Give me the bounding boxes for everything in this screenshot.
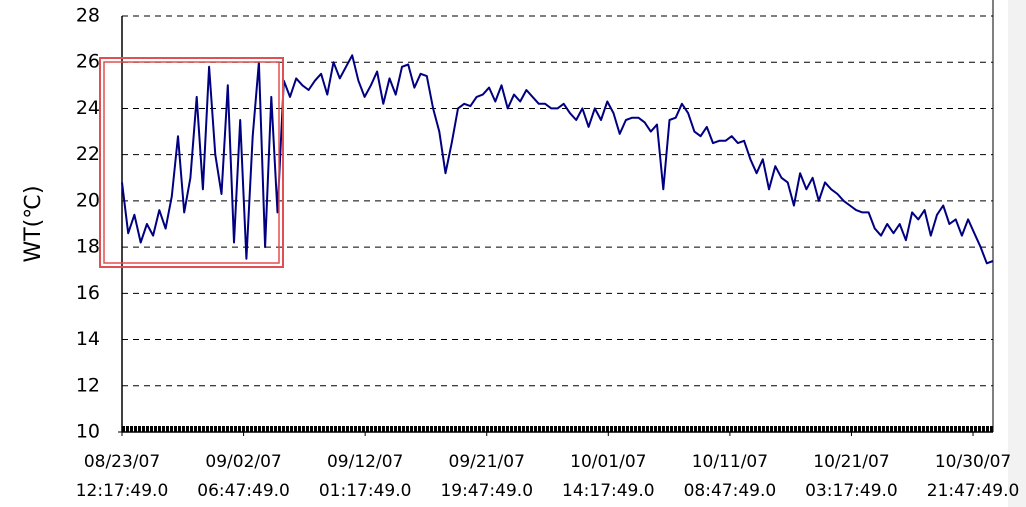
x-tick-label: 10/30/07 21:47:49.0	[927, 452, 1020, 501]
plot	[121, 15, 994, 387]
y-tick-label: 18	[76, 236, 100, 258]
x-tick-label: 09/21/07 19:47:49.0	[440, 452, 533, 501]
highlight-box	[99, 57, 284, 268]
y-tick-label: 26	[76, 51, 100, 73]
x-tick-label: 08/23/07 12:17:49.0	[76, 452, 169, 501]
x-tick-label: 10/21/07 03:17:49.0	[805, 452, 898, 501]
y-tick-label: 28	[76, 5, 100, 27]
y-tick-label: 20	[76, 189, 100, 211]
data-line	[121, 54, 994, 265]
x-tick-label: 10/01/07 14:17:49.0	[562, 452, 655, 501]
highlight-box-inner	[103, 61, 280, 264]
y-tick-label: 24	[76, 97, 100, 119]
x-tick-label: 09/02/07 06:47:49.0	[197, 452, 290, 501]
x-tick-label: 10/11/07 08:47:49.0	[684, 452, 777, 501]
side-strip	[1008, 0, 1026, 507]
y-tick-label: 14	[76, 328, 100, 350]
y-tick-label: 10	[76, 421, 100, 443]
x-tick-label: 09/12/07 01:17:49.0	[319, 452, 412, 501]
y-tick-label: 16	[76, 282, 100, 304]
y-axis-label: WT(℃)	[21, 185, 46, 262]
y-tick-label: 12	[76, 374, 100, 396]
y-tick-label: 22	[76, 143, 100, 165]
